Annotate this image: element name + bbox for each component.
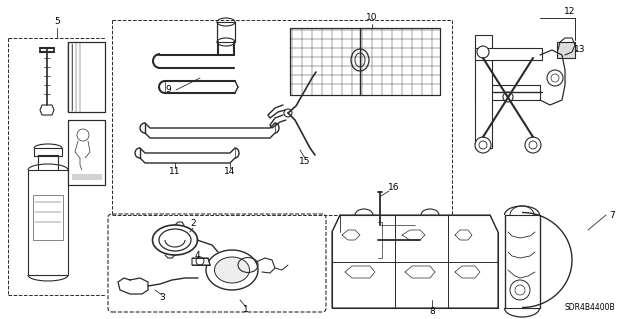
Polygon shape (28, 170, 68, 275)
Text: 4: 4 (194, 251, 200, 261)
Polygon shape (505, 215, 540, 308)
Polygon shape (217, 22, 235, 42)
Polygon shape (290, 28, 440, 95)
Polygon shape (68, 42, 105, 112)
Text: 14: 14 (224, 167, 236, 176)
Ellipse shape (214, 257, 250, 283)
Polygon shape (34, 148, 62, 156)
Text: 11: 11 (169, 167, 180, 176)
Circle shape (503, 92, 513, 102)
Text: 7: 7 (609, 211, 615, 219)
Text: 8: 8 (429, 308, 435, 316)
Text: 15: 15 (300, 158, 311, 167)
Polygon shape (68, 120, 105, 185)
Text: 13: 13 (574, 46, 586, 55)
Polygon shape (192, 258, 210, 265)
Circle shape (547, 70, 563, 86)
Text: SDR4B4400B: SDR4B4400B (564, 303, 615, 313)
Bar (33, 195, 63, 240)
Circle shape (475, 137, 491, 153)
Polygon shape (557, 42, 575, 58)
FancyBboxPatch shape (108, 214, 326, 312)
Polygon shape (475, 85, 540, 100)
Text: 10: 10 (366, 13, 378, 23)
Text: 1: 1 (243, 306, 249, 315)
Text: 2: 2 (190, 219, 196, 228)
Polygon shape (475, 35, 492, 148)
Text: 5: 5 (54, 18, 60, 26)
Text: 9: 9 (165, 85, 171, 94)
Text: 3: 3 (159, 293, 165, 302)
Polygon shape (332, 215, 498, 308)
Text: 12: 12 (564, 8, 576, 17)
Circle shape (525, 137, 541, 153)
Polygon shape (475, 48, 542, 60)
Polygon shape (40, 105, 54, 115)
Circle shape (477, 46, 489, 58)
Text: 16: 16 (388, 183, 400, 192)
